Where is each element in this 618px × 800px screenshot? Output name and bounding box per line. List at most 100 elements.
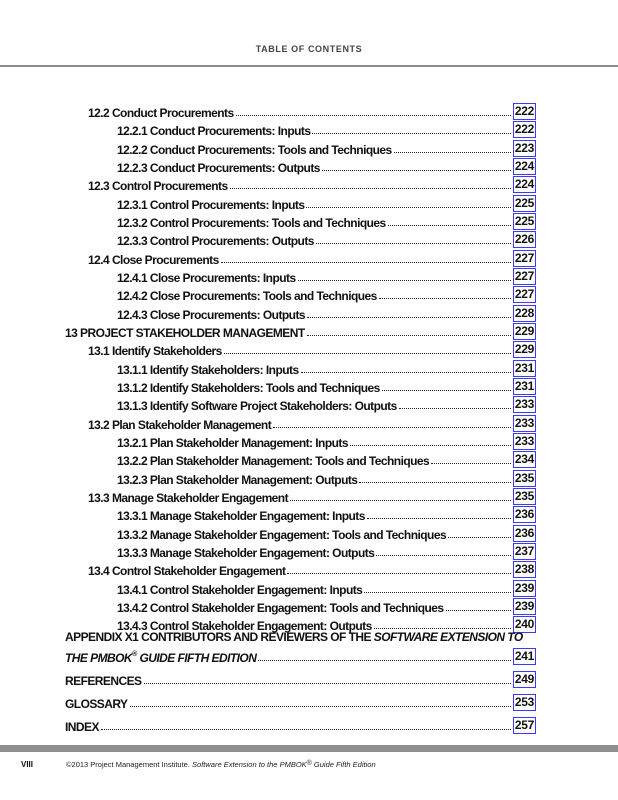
page-link[interactable]: 236 xyxy=(512,524,536,542)
entry-label: 12.3.2 Control Procurements: Tools and T… xyxy=(117,215,386,230)
toc-entry-appendix[interactable]: THE PMBOK® GUIDE FIFTH EDITION 241 xyxy=(65,648,536,665)
dot-leader xyxy=(376,554,511,556)
page-link[interactable]: 229 xyxy=(512,341,536,359)
dot-leader xyxy=(349,444,511,446)
entry-label: 12.4.2 Close Procurements: Tools and Tec… xyxy=(117,289,377,304)
entry-label: 13.2.2 Plan Stakeholder Management: Tool… xyxy=(117,454,430,469)
dot-leader xyxy=(387,224,511,226)
dot-leader xyxy=(273,426,511,428)
toc-entry[interactable]: 13.2.3 Plan Stakeholder Management: Outp… xyxy=(117,469,536,487)
dot-leader xyxy=(235,115,511,116)
page-link[interactable]: 239 xyxy=(512,579,536,597)
toc-entry[interactable]: 13.1 Identify Stakeholders 229 xyxy=(88,341,536,359)
toc-entry[interactable]: 13.1.3 Identify Software Project Stakeho… xyxy=(117,396,536,414)
registered-mark: ® xyxy=(132,651,137,658)
page-link[interactable]: 236 xyxy=(512,506,536,524)
toc-entry-index[interactable]: INDEX 257 xyxy=(65,717,536,734)
toc-entry[interactable]: 13.4 Control Stakeholder Engagement 238 xyxy=(88,561,536,579)
entry-label: 13.2.3 Plan Stakeholder Management: Outp… xyxy=(117,472,358,487)
toc-entry[interactable]: 13.3.3 Manage Stakeholder Engagement: Ou… xyxy=(117,542,536,560)
toc-entry[interactable]: 12.3.1 Control Procurements: Inputs 225 xyxy=(117,194,536,212)
page-link[interactable]: 222 xyxy=(512,121,536,139)
dot-leader xyxy=(290,499,511,501)
page-link[interactable]: 235 xyxy=(512,469,536,487)
dot-leader xyxy=(364,591,511,593)
toc-entry[interactable]: 12.4.1 Close Procurements: Inputs 227 xyxy=(117,267,536,285)
toc-entry[interactable]: 12.3.3 Control Procurements: Outputs 226 xyxy=(117,231,536,249)
toc-entry[interactable]: 13.2.1 Plan Stakeholder Management: Inpu… xyxy=(117,432,536,450)
page-link[interactable]: 238 xyxy=(512,561,536,579)
entry-label: 12.2.2 Conduct Procurements: Tools and T… xyxy=(117,142,392,157)
entry-label: 12.2.1 Conduct Procurements: Inputs xyxy=(117,124,311,139)
toc-entry[interactable]: 13 PROJECT STAKEHOLDER MANAGEMENT 229 xyxy=(65,322,536,340)
page-link[interactable]: 249 xyxy=(512,671,536,688)
page-link[interactable]: 227 xyxy=(512,286,536,304)
appendix-title-text: APPENDIX X1 CONTRIBUTORS AND REVIEWERS O… xyxy=(65,630,374,644)
page-link[interactable]: 224 xyxy=(512,176,536,194)
page-link[interactable]: 231 xyxy=(512,377,536,395)
entry-label: 13.1.1 Identify Stakeholders: Inputs xyxy=(117,362,299,377)
page-link[interactable]: 240 xyxy=(512,616,536,634)
toc-entry-glossary[interactable]: GLOSSARY 253 xyxy=(65,694,536,711)
entry-label: 12.2 Conduct Procurements xyxy=(88,106,234,120)
toc-entry[interactable]: 13.1.1 Identify Stakeholders: Inputs 231 xyxy=(117,359,536,377)
toc-entry[interactable]: 12.3 Control Procurements 224 xyxy=(88,176,536,194)
dot-leader xyxy=(378,298,511,300)
toc-entry[interactable]: 12.4 Close Procurements 227 xyxy=(88,249,536,267)
dot-leader xyxy=(445,609,511,611)
page-link[interactable]: 225 xyxy=(512,212,536,230)
running-header: TABLE OF CONTENTS xyxy=(255,44,363,54)
toc-entry[interactable]: 13.2.2 Plan Stakeholder Management: Tool… xyxy=(117,451,536,469)
dot-leader xyxy=(223,353,511,355)
page-link[interactable]: 224 xyxy=(512,157,536,175)
page-link[interactable]: 234 xyxy=(512,451,536,469)
page-link[interactable]: 237 xyxy=(512,542,536,560)
header-rule xyxy=(0,65,618,67)
toc-entry[interactable]: 12.3.2 Control Procurements: Tools and T… xyxy=(117,212,536,230)
page-link[interactable]: 257 xyxy=(512,717,536,734)
page-link[interactable]: 227 xyxy=(512,267,536,285)
page-link[interactable]: 226 xyxy=(512,231,536,249)
page-link[interactable]: 241 xyxy=(512,648,536,665)
page-folio: VIII xyxy=(21,760,34,769)
toc-entry[interactable]: 13.3 Manage Stakeholder Engagement 235 xyxy=(88,487,536,505)
toc-entry[interactable]: 12.4.3 Close Procurements: Outputs 228 xyxy=(117,304,536,322)
toc-entry[interactable]: 12.2.2 Conduct Procurements: Tools and T… xyxy=(117,139,536,157)
page-link[interactable]: 233 xyxy=(512,432,536,450)
page-link[interactable]: 235 xyxy=(512,487,536,505)
toc-entry[interactable]: 12.2.3 Conduct Procurements: Outputs 224 xyxy=(117,157,536,175)
dot-leader xyxy=(321,169,511,171)
toc-entry-references[interactable]: REFERENCES 249 xyxy=(65,671,536,688)
page-link[interactable]: 253 xyxy=(512,694,536,711)
toc-entry[interactable]: 12.2 Conduct Procurements 222 xyxy=(88,103,536,120)
toc-entry[interactable]: 13.3.2 Manage Stakeholder Engagement: To… xyxy=(117,524,536,542)
page-link[interactable]: 225 xyxy=(512,194,536,212)
book-title: Software Extension to the PMBOK xyxy=(192,760,307,769)
toc-entry[interactable]: 12.2.1 Conduct Procurements: Inputs 222 xyxy=(117,121,536,139)
entry-label: 13.4.2 Control Stakeholder Engagement: T… xyxy=(117,600,444,615)
toc-entry[interactable]: 13.4.1 Control Stakeholder Engagement: I… xyxy=(117,579,536,597)
entry-label: 12.3.3 Control Procurements: Outputs xyxy=(117,234,314,249)
page-link[interactable]: 227 xyxy=(512,249,536,267)
toc-entry[interactable]: 13.2 Plan Stakeholder Management 233 xyxy=(88,414,536,432)
toc-entry[interactable]: 13.4.2 Control Stakeholder Engagement: T… xyxy=(117,597,536,615)
page-link[interactable]: 222 xyxy=(512,103,536,120)
toc-entry[interactable]: 12.4.2 Close Procurements: Tools and Tec… xyxy=(117,286,536,304)
page-link[interactable]: 229 xyxy=(512,322,536,340)
appendix-title-line1: APPENDIX X1 CONTRIBUTORS AND REVIEWERS O… xyxy=(65,630,523,644)
page-link[interactable]: 233 xyxy=(512,396,536,414)
toc-entry[interactable]: 13.1.2 Identify Stakeholders: Tools and … xyxy=(117,377,536,395)
footer-text: ©2013 Project Management Institute. Soft… xyxy=(66,760,376,769)
page-link[interactable]: 231 xyxy=(512,359,536,377)
page-link[interactable]: 223 xyxy=(512,139,536,157)
page-link[interactable]: 239 xyxy=(512,597,536,615)
toc-entry[interactable]: 13.4.3 Control Stakeholder Engagement: O… xyxy=(117,616,536,634)
entry-label: 12.2.3 Conduct Procurements: Outputs xyxy=(117,160,320,175)
toc-entry[interactable]: 13.3.1 Manage Stakeholder Engagement: In… xyxy=(117,506,536,524)
dot-leader xyxy=(143,683,511,684)
page-link[interactable]: 233 xyxy=(512,414,536,432)
dot-leader xyxy=(448,536,511,538)
page-link[interactable]: 228 xyxy=(512,304,536,322)
entry-label: 13.4.1 Control Stakeholder Engagement: I… xyxy=(117,582,363,597)
entry-label: 13.3.3 Manage Stakeholder Engagement: Ou… xyxy=(117,545,375,560)
